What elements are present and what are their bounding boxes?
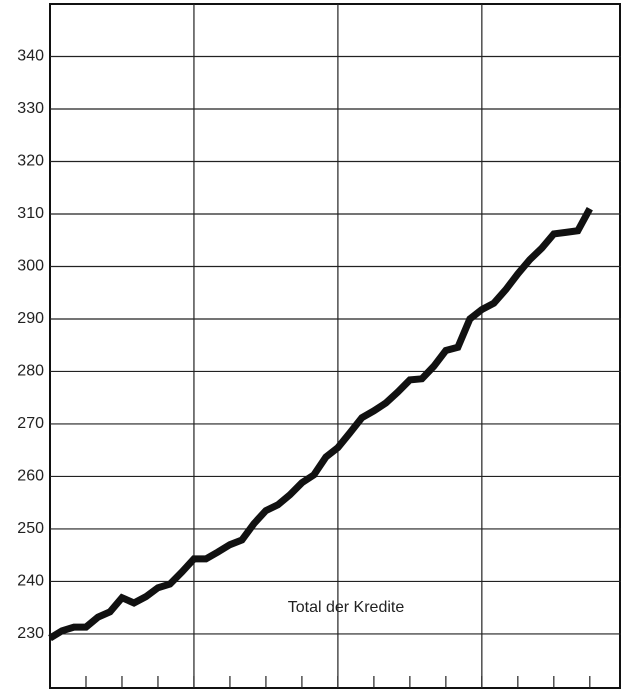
y-tick-label: 290 (17, 310, 44, 327)
y-tick-label: 340 (17, 48, 44, 65)
y-tick-label: 240 (17, 573, 44, 590)
data-line (48, 207, 593, 642)
y-tick-label: 260 (17, 468, 44, 485)
plot-frame (49, 3, 621, 689)
y-tick-label: 300 (17, 258, 44, 275)
y-tick-label: 280 (17, 363, 44, 380)
y-tick-label: 270 (17, 415, 44, 432)
y-tick-label: 320 (17, 153, 44, 170)
annotation: Total der Kredite (288, 599, 405, 616)
y-tick-label: 310 (17, 205, 44, 222)
y-tick-label: 250 (17, 520, 44, 537)
y-tick-label: 330 (17, 100, 44, 117)
y-tick-label: 230 (17, 625, 44, 642)
